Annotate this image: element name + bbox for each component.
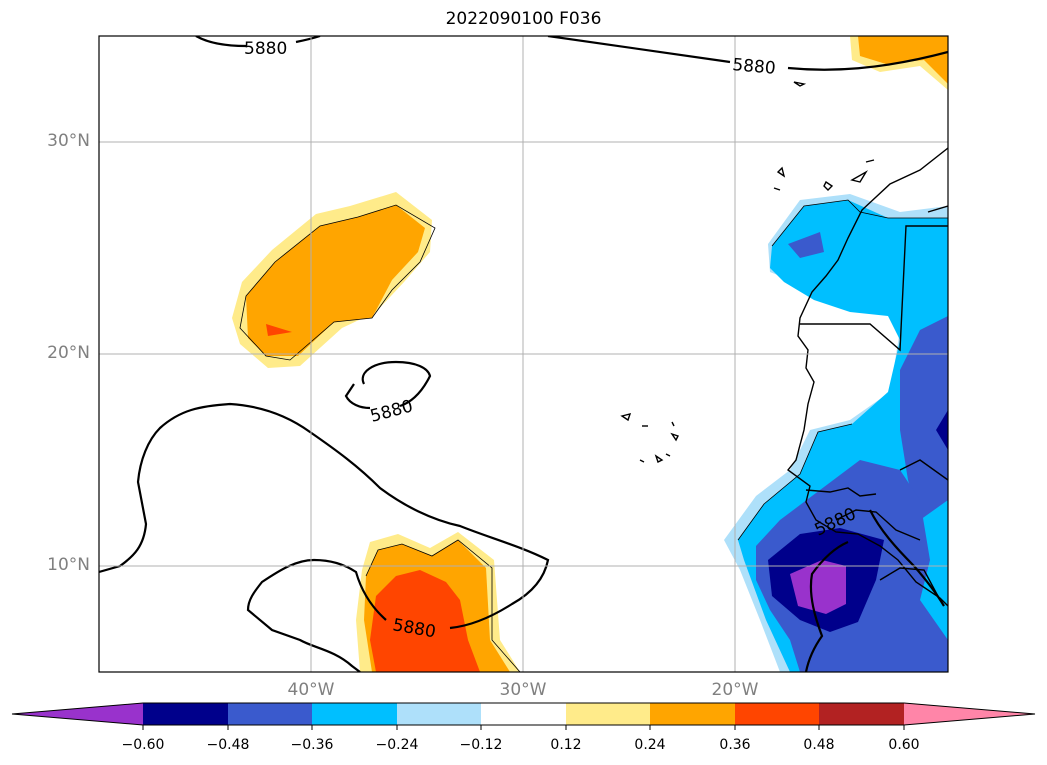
- colorbar-tick-label: −0.36: [290, 737, 334, 753]
- lat-label-20n: 20°N: [47, 343, 90, 363]
- positive-anomaly-northwest: [232, 192, 436, 368]
- contour-label: 5880: [732, 55, 777, 79]
- contour-label: 5880: [244, 39, 287, 59]
- plot-border: [98, 35, 949, 673]
- lat-label-10n: 10°N: [47, 555, 90, 575]
- map-title: 2022090100 F036: [445, 9, 602, 29]
- colorbar-extend-min: [12, 703, 143, 725]
- colorbar: [11, 702, 1036, 730]
- positive-anomaly-south: [356, 532, 521, 672]
- colorbar-tick-label: −0.24: [375, 737, 419, 753]
- colorbar-tick-label: 0.60: [888, 737, 920, 753]
- colorbar-bin: [228, 703, 312, 725]
- colorbar-bin: [735, 703, 819, 725]
- colorbar-bin: [143, 703, 228, 725]
- lat-label-30n: 30°N: [47, 131, 90, 151]
- lon-label-20w: 20°W: [711, 680, 759, 700]
- colorbar-tick-label: 0.48: [803, 737, 835, 753]
- colorbar-tick-label: 0.36: [719, 737, 751, 753]
- lon-label-40w: 40°W: [287, 680, 335, 700]
- colorbar-tick-label: −0.60: [121, 737, 165, 753]
- coastline: [620, 81, 948, 607]
- colorbar-bin: [650, 703, 735, 725]
- graticule: [99, 36, 948, 672]
- colorbar-tick-label: −0.48: [206, 737, 250, 753]
- colorbar-tick-label: 0.24: [634, 737, 666, 753]
- lon-label-30w: 30°W: [499, 680, 547, 700]
- colorbar-extend-max: [904, 703, 1035, 725]
- colorbar-tick-label: −0.12: [459, 737, 503, 753]
- colorbar-bin: [397, 703, 481, 725]
- colorbar-bin: [312, 703, 397, 725]
- colorbar-tick-label: 0.12: [550, 737, 582, 753]
- colorbar-bin: [566, 703, 650, 725]
- colorbar-bin: [819, 703, 904, 725]
- colorbar-bin: [481, 703, 566, 725]
